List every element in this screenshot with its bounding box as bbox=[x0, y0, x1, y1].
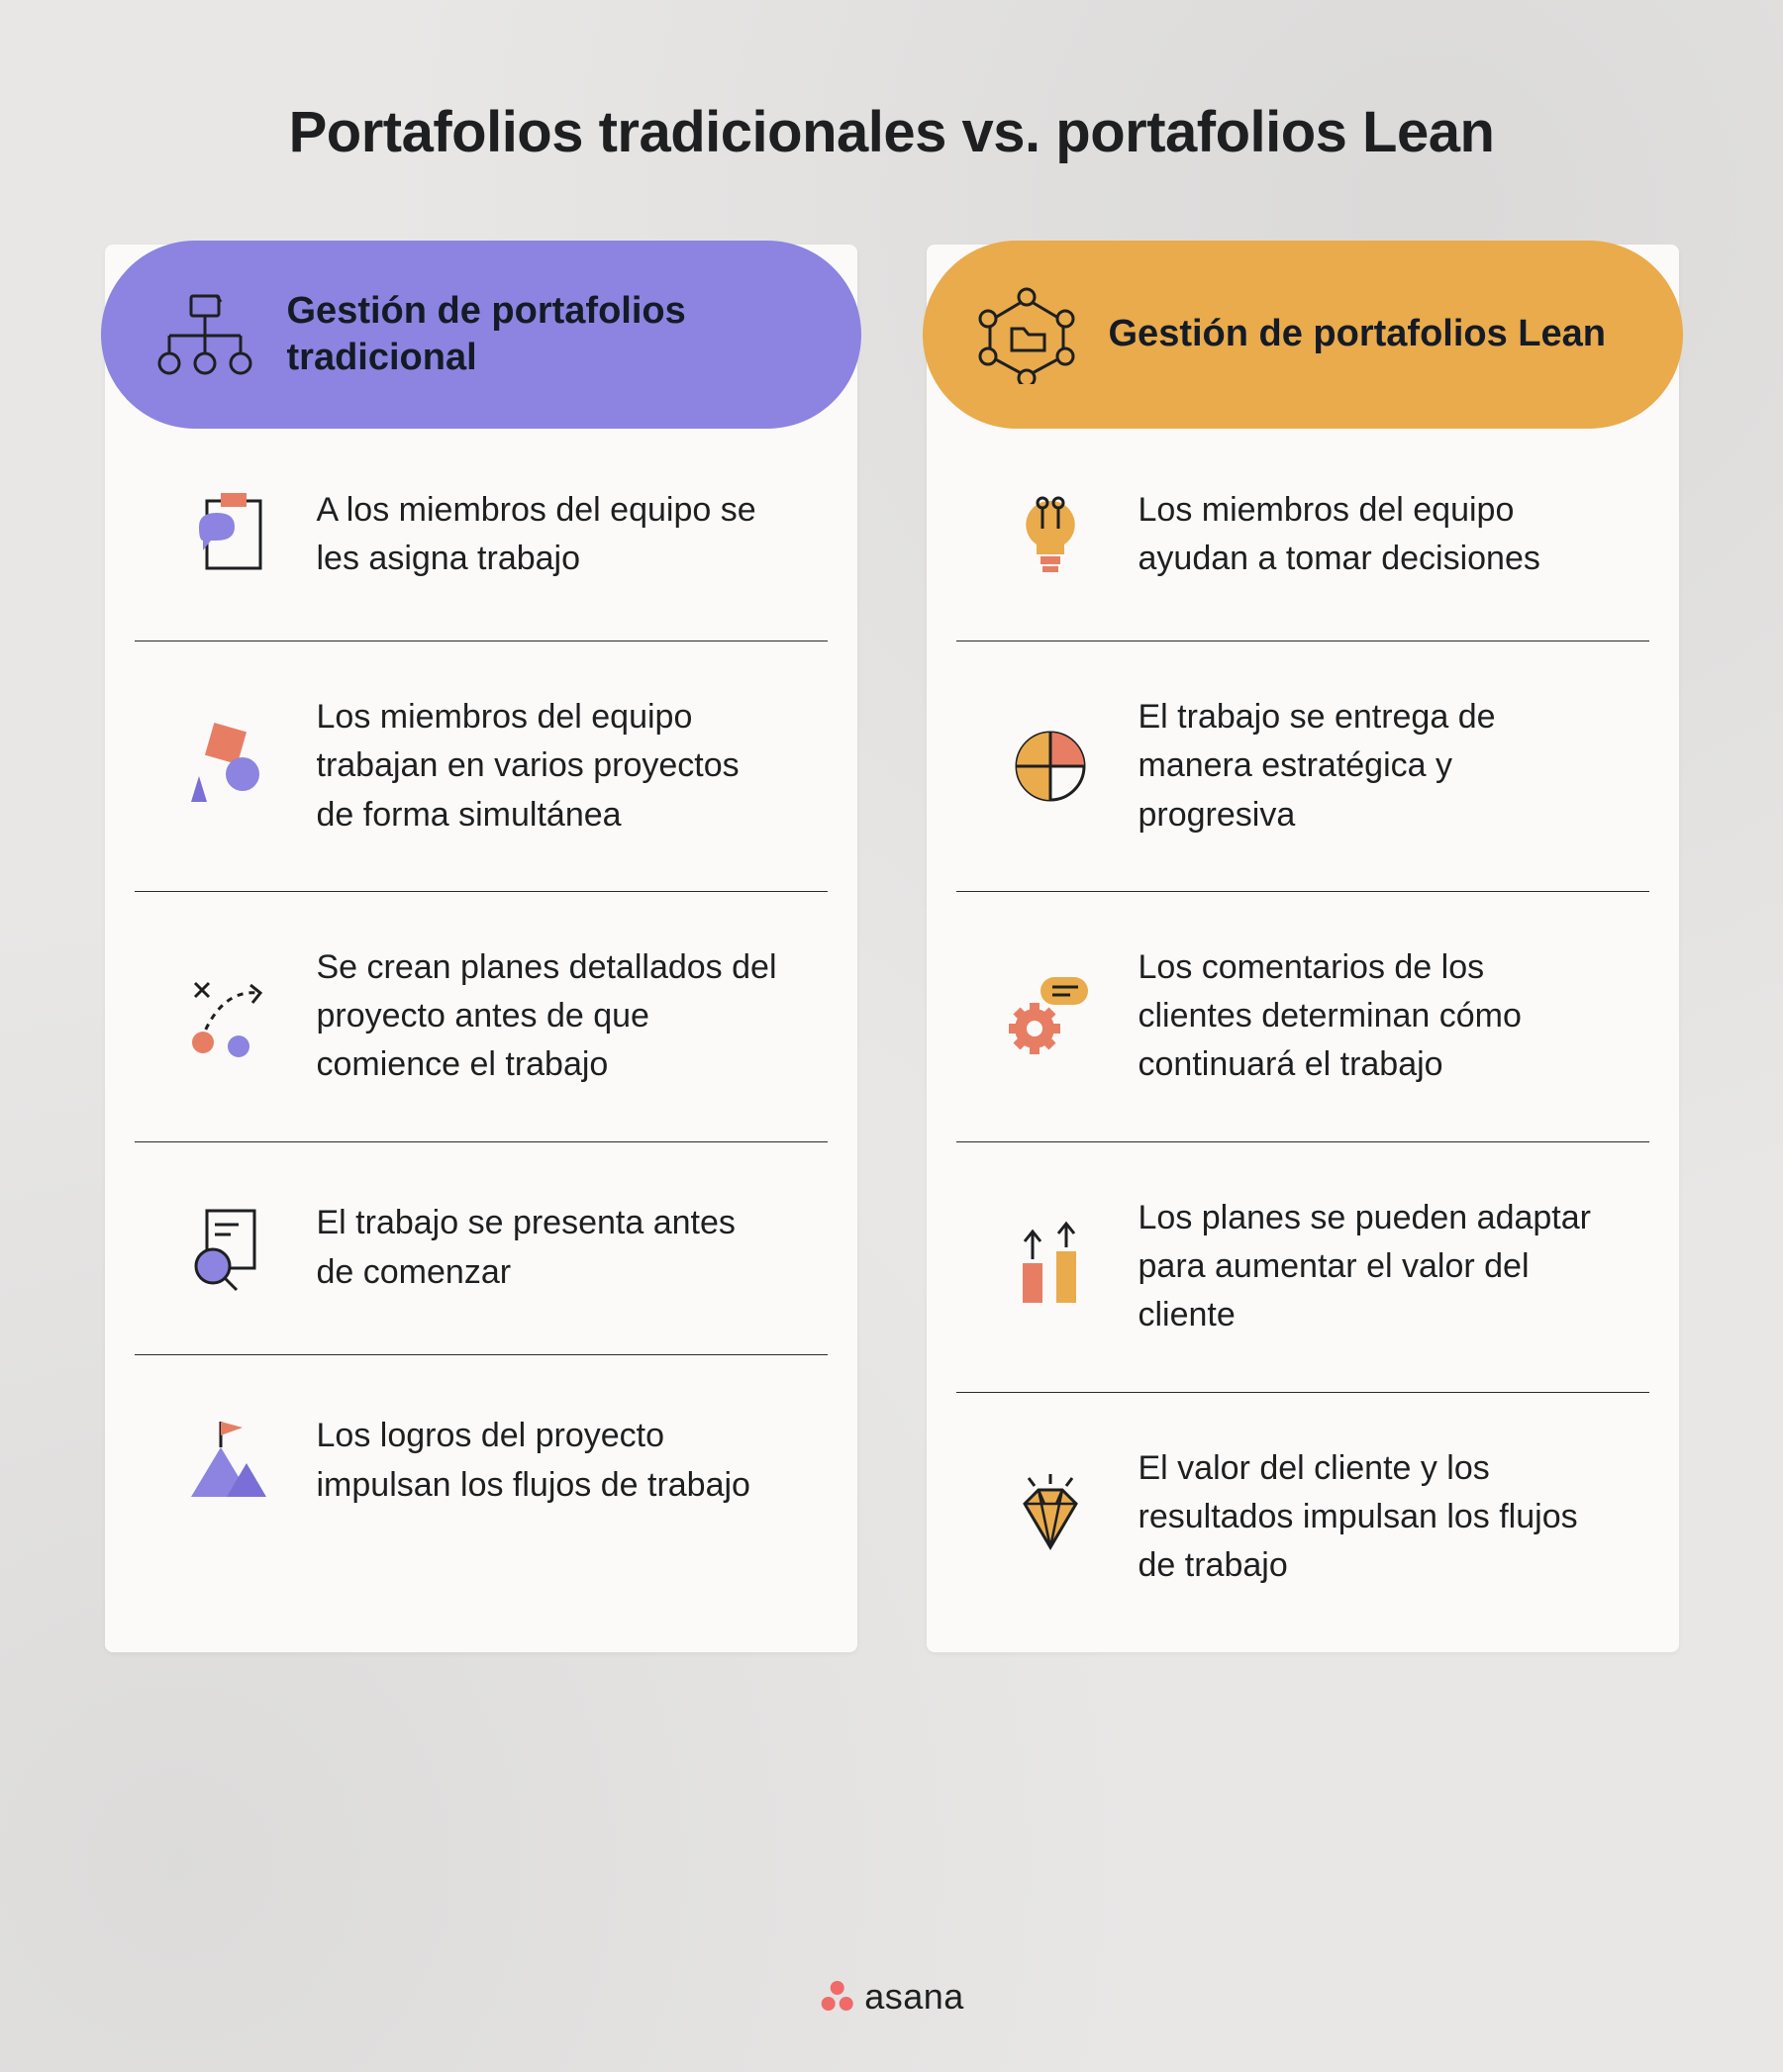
bars-up-icon bbox=[996, 1213, 1105, 1322]
header-title-lean: Gestión de portafolios Lean bbox=[1109, 311, 1607, 358]
header-pill-traditional: Gestión de portafolios tradicional bbox=[101, 241, 861, 429]
gear-chat-icon bbox=[996, 962, 1105, 1071]
row-lean-4: El valor del cliente y los resultados im… bbox=[956, 1393, 1649, 1642]
page-title: Portafolios tradicionales vs. portafolio… bbox=[99, 99, 1684, 165]
doc-search-icon bbox=[174, 1194, 283, 1303]
shapes-icon bbox=[174, 712, 283, 821]
network-folder-icon bbox=[972, 280, 1081, 389]
pie-icon bbox=[996, 712, 1105, 821]
column-traditional: Gestión de portafolios tradicional A los… bbox=[105, 245, 857, 1652]
lightbulb-icon bbox=[996, 480, 1105, 589]
row-lean-3: Los planes se pueden adaptar para aument… bbox=[956, 1142, 1649, 1393]
header-pill-lean: Gestión de portafolios Lean bbox=[923, 241, 1683, 429]
row-text: Los logros del proyecto impulsan los flu… bbox=[317, 1412, 778, 1510]
row-text: El trabajo se entrega de manera estratég… bbox=[1139, 693, 1600, 839]
row-text: Los comentarios de los clientes determin… bbox=[1139, 943, 1600, 1090]
diamond-icon bbox=[996, 1463, 1105, 1572]
mountain-flag-icon bbox=[174, 1407, 283, 1516]
columns-container: Gestión de portafolios tradicional A los… bbox=[99, 245, 1684, 1652]
row-text: Los miembros del equipo trabajan en vari… bbox=[317, 693, 778, 839]
row-traditional-0: A los miembros del equipo se les asigna … bbox=[135, 429, 828, 641]
header-title-traditional: Gestión de portafolios tradicional bbox=[287, 288, 812, 382]
row-lean-0: Los miembros del equipo ayudan a tomar d… bbox=[956, 429, 1649, 641]
row-lean-1: El trabajo se entrega de manera estratég… bbox=[956, 641, 1649, 892]
brand-logo: asana bbox=[819, 1976, 964, 2018]
row-traditional-3: El trabajo se presenta antes de comenzar bbox=[135, 1142, 828, 1355]
row-traditional-1: Los miembros del equipo trabajan en vari… bbox=[135, 641, 828, 892]
row-text: Los planes se pueden adaptar para aument… bbox=[1139, 1194, 1600, 1340]
clipboard-chat-icon bbox=[174, 480, 283, 589]
row-traditional-2: Se crean planes detallados del proyecto … bbox=[135, 892, 828, 1142]
brand-name: asana bbox=[864, 1976, 964, 2018]
row-lean-2: Los comentarios de los clientes determin… bbox=[956, 892, 1649, 1142]
asana-dots-icon bbox=[819, 1980, 854, 2014]
row-text: El valor del cliente y los resultados im… bbox=[1139, 1444, 1600, 1591]
row-text: El trabajo se presenta antes de comenzar bbox=[317, 1199, 778, 1297]
strategy-path-icon bbox=[174, 962, 283, 1071]
column-lean: Gestión de portafolios Lean Los miembros… bbox=[927, 245, 1679, 1652]
hierarchy-icon bbox=[150, 280, 259, 389]
row-text: Los miembros del equipo ayudan a tomar d… bbox=[1139, 486, 1600, 584]
row-traditional-4: Los logros del proyecto impulsan los flu… bbox=[135, 1355, 828, 1567]
row-text: Se crean planes detallados del proyecto … bbox=[317, 943, 778, 1090]
row-text: A los miembros del equipo se les asigna … bbox=[317, 486, 778, 584]
